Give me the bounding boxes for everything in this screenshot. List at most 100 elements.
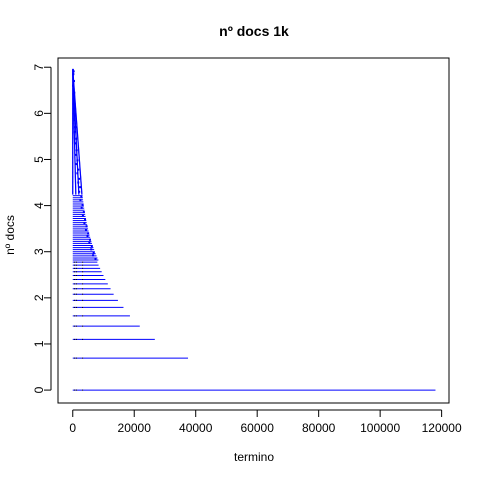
data-point bbox=[74, 293, 76, 295]
data-point bbox=[78, 160, 81, 162]
data-point bbox=[73, 89, 75, 91]
data-point bbox=[72, 125, 74, 127]
x-tick-label: 100000 bbox=[360, 421, 400, 435]
data-point bbox=[72, 146, 74, 149]
data-point bbox=[77, 177, 79, 179]
data-point bbox=[74, 179, 77, 181]
data-point bbox=[75, 135, 77, 137]
data-point bbox=[77, 171, 79, 173]
data-point bbox=[73, 141, 76, 143]
data-point bbox=[73, 112, 75, 114]
data-point bbox=[75, 109, 77, 111]
data-point bbox=[72, 175, 74, 177]
data-point bbox=[77, 139, 79, 141]
data-point bbox=[78, 190, 80, 192]
data-point bbox=[76, 132, 79, 135]
data-point bbox=[72, 176, 74, 178]
data-point bbox=[72, 98, 75, 101]
data-point bbox=[74, 146, 76, 149]
data-point bbox=[74, 161, 76, 164]
data-point bbox=[72, 128, 74, 130]
data-point bbox=[73, 116, 75, 118]
data-point bbox=[74, 105, 77, 107]
data-point bbox=[75, 145, 78, 147]
data-point bbox=[76, 158, 78, 160]
data-point bbox=[76, 157, 78, 159]
data-point bbox=[81, 191, 83, 194]
y-axis-label: nº docs bbox=[3, 215, 17, 255]
data-point bbox=[75, 190, 77, 192]
data-points bbox=[72, 68, 436, 391]
data-point bbox=[74, 112, 76, 114]
data-point bbox=[80, 185, 82, 188]
data-point bbox=[73, 104, 76, 106]
data-point bbox=[72, 124, 74, 126]
data-point bbox=[76, 149, 78, 151]
data-point bbox=[73, 127, 75, 130]
data-point bbox=[72, 118, 74, 120]
y-tick-label: 7 bbox=[32, 64, 46, 71]
data-point bbox=[78, 189, 80, 191]
data-point bbox=[72, 97, 75, 100]
data-point bbox=[74, 119, 76, 121]
data-point bbox=[73, 141, 76, 144]
data-point bbox=[78, 156, 80, 158]
data-point bbox=[76, 155, 78, 157]
data-point bbox=[78, 156, 80, 159]
data-point bbox=[82, 325, 84, 327]
data-point bbox=[74, 94, 76, 96]
data-point bbox=[75, 325, 77, 327]
data-point bbox=[74, 117, 76, 120]
data-point bbox=[74, 274, 76, 276]
data-point bbox=[74, 122, 76, 124]
data-point bbox=[75, 338, 77, 340]
data-point bbox=[77, 176, 79, 178]
data-point bbox=[77, 148, 80, 150]
data-point bbox=[72, 123, 74, 125]
data-point bbox=[73, 137, 76, 139]
data-point bbox=[74, 180, 77, 182]
data-point bbox=[74, 124, 77, 126]
data-point bbox=[82, 299, 84, 301]
data-point bbox=[77, 169, 79, 171]
data-point bbox=[77, 168, 79, 170]
data-point bbox=[77, 144, 79, 146]
data-point bbox=[75, 142, 77, 145]
data-point bbox=[72, 95, 74, 97]
data-point bbox=[74, 113, 76, 115]
data-point bbox=[78, 191, 80, 194]
y-tick-label: 4 bbox=[32, 202, 46, 209]
data-point bbox=[74, 299, 76, 301]
data-point bbox=[79, 171, 81, 174]
data-point bbox=[77, 183, 79, 185]
data-point bbox=[82, 288, 84, 290]
data-point bbox=[88, 241, 91, 244]
data-point bbox=[73, 86, 75, 88]
data-point bbox=[72, 101, 74, 103]
data-point bbox=[72, 182, 74, 184]
data-point bbox=[78, 190, 80, 193]
data-point bbox=[73, 102, 76, 105]
data-point bbox=[74, 146, 76, 148]
data-point bbox=[74, 114, 76, 116]
data-point bbox=[73, 95, 75, 97]
data-point bbox=[74, 168, 76, 170]
data-point bbox=[74, 156, 76, 158]
data-point bbox=[72, 106, 74, 108]
data-point bbox=[72, 111, 74, 113]
data-point bbox=[72, 167, 74, 169]
data-point bbox=[74, 357, 76, 359]
data-point bbox=[76, 161, 78, 163]
data-point bbox=[72, 115, 74, 117]
data-point bbox=[74, 100, 76, 102]
data-point bbox=[73, 142, 76, 145]
data-point bbox=[73, 90, 75, 92]
data-point bbox=[72, 108, 74, 110]
data-point bbox=[73, 105, 75, 107]
data-point bbox=[74, 184, 77, 186]
data-point bbox=[73, 94, 75, 96]
data-point bbox=[81, 214, 84, 217]
data-point bbox=[76, 124, 78, 126]
data-point bbox=[74, 126, 77, 128]
data-point bbox=[74, 169, 76, 171]
